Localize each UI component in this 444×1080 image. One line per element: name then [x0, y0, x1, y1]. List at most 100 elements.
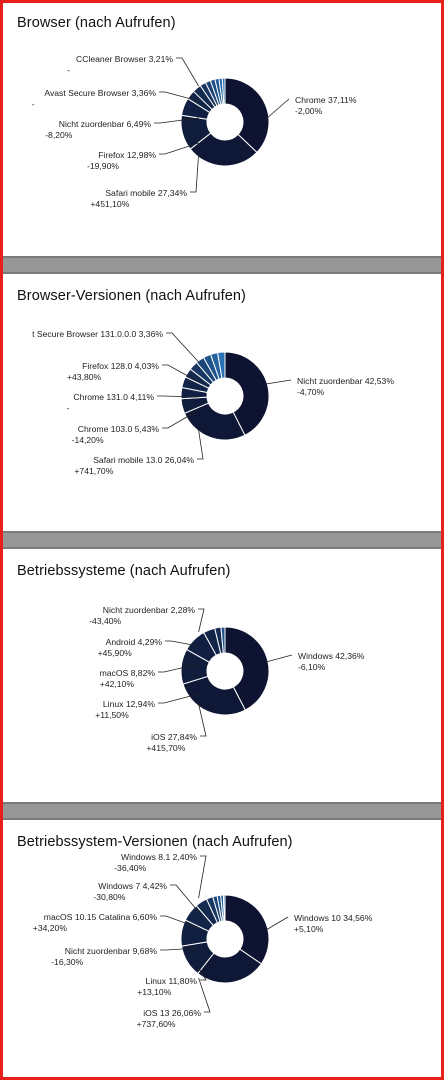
chart-panel-os: Betriebssysteme (nach Aufrufen) Windows … [3, 551, 441, 801]
leader-line [158, 693, 199, 704]
slice-label: CCleaner Browser 3,21% [76, 54, 173, 64]
slice-label: Firefox 128.0 4,03% [82, 361, 159, 371]
slice-change-label: +13,10% [137, 987, 172, 997]
slice-label: Nicht zuordenbar 2,28% [103, 605, 196, 615]
slice-label: macOS 8,82% [100, 668, 156, 678]
section-divider [3, 256, 441, 274]
slice-label: Firefox 12,98% [98, 150, 156, 160]
slice-change-label: +737,60% [137, 1019, 176, 1029]
leader-line [166, 332, 199, 363]
donut-slice [189, 132, 258, 167]
leader-line [176, 57, 199, 87]
chart-panel-browser-versions: Browser-Versionen (nach Aufrufen) Nicht … [3, 276, 441, 531]
chart-panel-browser: Browser (nach Aufrufen) Chrome 37,11% -2,… [3, 3, 441, 253]
slice-label: Chrome 37,11% [295, 95, 357, 105]
slice-change-label: -2,00% [295, 106, 323, 116]
leader-line [198, 977, 211, 1013]
slice-label: Windows 10 34,56% [294, 913, 373, 923]
slice-change-label: - [67, 403, 70, 413]
slice-label: Nicht zuordenbar 6,49% [59, 119, 152, 129]
slice-change-label: -4,70% [297, 387, 325, 397]
leader-line [160, 915, 199, 929]
slice-change-label: +415,70% [146, 743, 185, 753]
donut-slice [224, 626, 270, 711]
donut-slice [183, 402, 246, 441]
leader-line [158, 663, 199, 673]
slice-change-label: +11,50% [95, 710, 129, 720]
slice-change-label: -36,40% [114, 863, 146, 873]
section-divider [3, 531, 441, 549]
slice-change-label: +45,90% [98, 648, 133, 658]
donut-chart-os-versions: Windows 10 34,56%+5,10% iOS 13 26,06%+737… [33, 852, 373, 1029]
slice-label: iOS 13 26,06% [143, 1008, 201, 1018]
slice-label: Nicht zuordenbar 42,53% [297, 376, 394, 386]
chart-title: Browser (nach Aufrufen) [17, 15, 176, 31]
leader-line [165, 640, 199, 647]
leader-line [162, 364, 199, 383]
slice-label: Chrome 131.0 4,11% [73, 392, 154, 402]
leader-line [159, 91, 199, 102]
donut-chart-os: Windows 42,36%-6,10% iOS 27,84%+415,70% Li… [89, 605, 365, 753]
donut-slice [216, 351, 226, 379]
leader-line [154, 117, 199, 124]
slice-change-label: -19,90% [87, 161, 119, 171]
donut-slice [222, 894, 226, 922]
leader-line [265, 916, 289, 931]
slice-change-label: -8,20% [45, 130, 73, 140]
chart-panel-os-versions: Betriebssystem-Versionen (nach Aufrufen)… [3, 822, 441, 1077]
donut-slice [224, 351, 270, 436]
chart-title: Betriebssysteme (nach Aufrufen) [17, 563, 231, 579]
slice-change-label: -16,30% [51, 957, 83, 967]
slice-change-label: -14,20% [72, 435, 104, 445]
slice-label: Android 4,29% [106, 637, 163, 647]
slice-label: Safari mobile 13.0 26,04% [93, 455, 194, 465]
slice-label: macOS 10.15 Catalina 6,60% [44, 912, 158, 922]
slice-label: Nicht zuordenbar 9,68% [65, 946, 158, 956]
slice-change-label: +741,70% [74, 466, 113, 476]
slice-label: Avast Secure Browser 3,36% [44, 88, 156, 98]
leader-line [198, 967, 207, 981]
slice-label: Linux 12,94% [103, 699, 155, 709]
slice-label: Chrome 103.0 5,43% [78, 424, 160, 434]
section-divider [3, 802, 441, 820]
leader-line [190, 153, 199, 193]
slice-change-label: - [67, 65, 70, 75]
slice-label: Safari mobile 27,34% [105, 188, 187, 198]
leader-line [157, 395, 199, 398]
leader-line [198, 703, 207, 737]
leader-line [170, 884, 199, 913]
slice-label: iOS 27,84% [151, 732, 197, 742]
donut-slice [197, 948, 262, 984]
chart-title: Browser-Versionen (nach Aufrufen) [17, 288, 246, 304]
leader-line [265, 654, 293, 663]
leader-line [197, 429, 204, 460]
leader-line [160, 947, 199, 951]
slice-label: Linux 11,80% [146, 976, 198, 986]
slice-change-label: -6,10% [298, 662, 326, 672]
leader-line [198, 608, 205, 633]
slice-label: Windows 7 4,42% [98, 881, 167, 891]
donut-slice [224, 894, 270, 965]
leader-line [265, 98, 290, 120]
leader-line [198, 855, 207, 899]
slice-change-label: +5,10% [294, 924, 324, 934]
donut-slice [224, 77, 270, 154]
chart-title: Betriebssystem-Versionen (nach Aufrufen) [17, 834, 293, 850]
slice-change-label: +451,10% [90, 199, 129, 209]
slice-change-label: - [32, 99, 35, 109]
leader-line [265, 379, 292, 385]
slice-change-label: -43,40% [89, 616, 121, 626]
slice-label: Windows 42,36% [298, 651, 365, 661]
slice-label: t Secure Browser 131.0.0.0 3,36% [32, 329, 163, 339]
slice-change-label: -30,80% [93, 892, 125, 902]
donut-slice [220, 626, 226, 654]
donut-slice [221, 77, 226, 105]
slice-change-label: +42,10% [100, 679, 135, 689]
leader-line [162, 409, 199, 429]
slice-label: Windows 8.1 2,40% [121, 852, 197, 862]
slice-change-label: +34,20% [33, 923, 68, 933]
slice-change-label: +43,80% [67, 372, 102, 382]
leader-line [159, 142, 199, 155]
donut-chart-browser-versions: Nicht zuordenbar 42,53%-4,70% Safari mobi… [32, 329, 394, 476]
